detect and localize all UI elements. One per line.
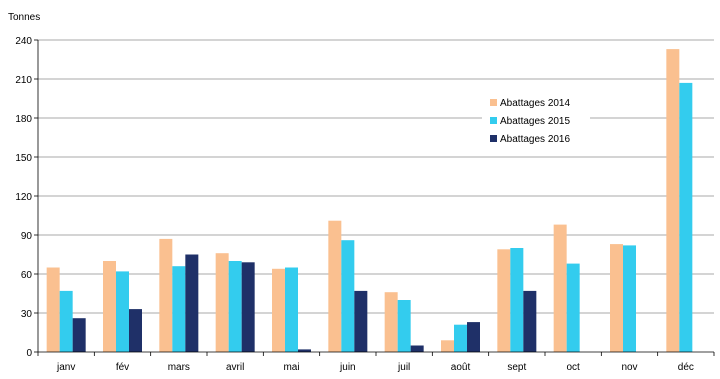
legend-swatch [490,135,497,142]
bar-3-janv [72,318,86,352]
x-tick-label: sept [507,362,526,373]
legend-label: Abattages 2016 [500,134,570,145]
x-tick-label: août [451,362,471,373]
gridlines [34,39,714,353]
bar-3-avril [241,262,255,352]
y-tick-label: 120 [15,192,32,203]
axes [37,40,715,356]
y-tick-label: 60 [21,270,33,281]
bar-1-déc [666,49,680,352]
y-axis-label: Tonnes [8,12,40,23]
bar-2-nov [623,245,636,352]
x-tick-label: avril [226,362,244,373]
x-tick-label: juil [397,362,410,373]
x-tick-label: fév [116,362,129,373]
bar-1-oct [553,224,567,352]
y-tick-label: 30 [21,309,33,320]
bar-1-mai [272,268,285,352]
legend-label: Abattages 2015 [500,116,570,127]
y-tick-label: 150 [15,153,32,164]
bar-1-mars [159,238,173,352]
legend-swatch [490,117,497,124]
bar-1-janv [46,267,60,352]
bar-2-juin [341,240,355,352]
legend-label: Abattages 2014 [500,98,570,109]
y-tick-label: 180 [15,114,32,125]
x-tick-label: mars [168,362,190,373]
bar-1-sept [497,249,511,352]
bar-1-juin [328,220,342,352]
y-tick-labels: 0 30 60 90 120 150 180 210 240 [15,36,32,359]
bar-2-mai [285,267,298,352]
bar-1-avril [215,253,229,352]
bars [46,49,693,353]
legend-swatch [490,99,497,106]
bar-2-sept [510,248,524,352]
bar-2-avril [228,261,242,352]
bar-2-août [454,324,467,352]
x-tick-label: nov [621,362,637,373]
x-tick-label: mai [283,362,299,373]
bar-3-sept [523,290,537,352]
y-tick-label: 90 [21,231,33,242]
y-tick-label: 240 [15,36,32,47]
bar-3-juil [410,345,424,352]
bar-3-mars [185,254,199,352]
bar-3-fév [129,309,142,352]
y-tick-label: 0 [26,348,32,359]
x-tick-label: juin [339,362,356,373]
x-tick-label: janv [56,362,75,373]
bar-1-nov [610,244,623,352]
bar-2-oct [566,263,580,352]
y-tick-label: 210 [15,75,32,86]
bar-3-mai [298,349,311,352]
bar-2-déc [679,82,693,353]
legend: Abattages 2014 Abattages 2015 Abattages 20… [482,94,590,154]
x-tick-label: oct [566,362,580,373]
bar-1-juil [384,292,398,352]
bar-2-fév [116,271,129,352]
x-tick-labels: janv fév mars avril mai juin juil août sept oct no… [56,362,694,373]
bar-2-janv [59,290,73,352]
bar-2-juil [397,300,411,352]
bar-1-août [441,340,454,352]
bar-3-août [467,322,480,352]
bar-3-juin [354,290,368,352]
x-tick-label: déc [678,362,694,373]
bar-1-fév [103,261,116,352]
legend-background [482,94,590,154]
bar-2-mars [172,266,186,352]
